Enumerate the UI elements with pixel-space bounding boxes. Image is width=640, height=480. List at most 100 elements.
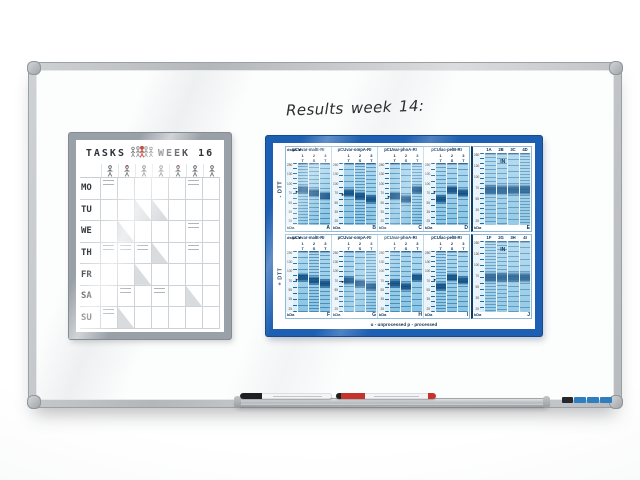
gel-group-name: pCUvar-phoA-RI — [378, 147, 423, 153]
ladder-value: 35 — [380, 209, 384, 214]
gel-lane — [401, 163, 411, 225]
ladder-lane — [431, 163, 435, 225]
planner-cell — [186, 221, 203, 243]
ladder-value: 130 — [287, 172, 293, 177]
kda-label: kDa — [474, 224, 482, 230]
lane-number: 1 — [439, 240, 442, 246]
gel-lane — [436, 250, 446, 312]
ladder-value: 130 — [474, 251, 480, 256]
right-lane-label: 2B — [498, 147, 504, 152]
planner-note-mark — [120, 287, 131, 296]
gel-group: pCUvar-phoA-RI 1 2 3 T S T 250 130 100 70 55 35 25 ► kD… — [378, 234, 424, 318]
kda-label: kDa — [379, 312, 387, 317]
right-lane-label: 3C — [510, 147, 516, 152]
lane-type: T — [347, 158, 350, 163]
planner-cell — [169, 178, 186, 200]
planner-triangle-mark — [118, 307, 134, 328]
gel-group: pCUvar-ompA-RI 1 2 3 T S T 250 130 100 70 55 35 25 ► kD… — [332, 147, 378, 231]
planner-cell — [101, 199, 118, 222]
ladder-values: 250 130 100 70 55 35 25 — [425, 251, 430, 313]
gel-lane — [447, 250, 457, 312]
ladder-value: 130 — [425, 172, 431, 177]
gel-group-footer: kDa E — [473, 224, 531, 231]
ladder-value: 100 — [379, 181, 385, 186]
ladder-value: 130 — [379, 172, 385, 177]
planner-cell — [135, 199, 152, 222]
planner-title: TASKS — [80, 144, 220, 162]
gel-lane — [485, 240, 496, 312]
gel-lane — [458, 163, 468, 225]
ladder-value: 25 — [475, 306, 479, 311]
planner-grid: MO TU WE TH FR SA SU — [80, 177, 220, 329]
lane-type: S — [450, 158, 454, 163]
planner-cell — [152, 264, 169, 286]
gel-lane — [508, 153, 519, 225]
lane-number: 3 — [324, 240, 327, 246]
gel-main: dsbA ► pCUvar-malE-RI 1 2 3 T S T 250 130 100 70 55 3… — [285, 146, 470, 232]
planner-cell — [135, 242, 152, 265]
frame-corner-cap — [609, 395, 623, 409]
ladder-lane — [339, 250, 343, 312]
gene-arrow-label: dsbA ► — [287, 147, 302, 152]
ladder-value: 70 — [426, 278, 430, 283]
ladder-value: 55 — [475, 197, 479, 202]
ladder-values: 250 130 100 70 55 35 25 — [333, 163, 338, 225]
lane-number: 2 — [450, 153, 454, 158]
lane-type: T — [301, 158, 304, 163]
planner-note-mark — [103, 309, 114, 317]
ladder-value: 130 — [333, 259, 339, 264]
panel-letter: J — [527, 312, 530, 318]
stick-figure-icon — [169, 164, 186, 177]
lane-number: 2 — [312, 153, 316, 158]
planner-note-mark — [188, 223, 199, 231]
ladder-value: 35 — [426, 209, 430, 214]
planner-triangle-mark — [118, 221, 134, 242]
ladder-value: 35 — [288, 297, 292, 302]
lane-number-row: 1 2 3 — [286, 240, 331, 246]
gel-lane — [298, 163, 308, 225]
ladder-value: 250 — [474, 153, 480, 157]
lane-type: T — [393, 158, 396, 163]
lane-number: 3 — [370, 153, 373, 158]
ladder-value: 70 — [380, 278, 384, 283]
panel-letter: C — [418, 224, 422, 231]
whiteboard: TASKS — [27, 61, 623, 409]
planner-cell — [135, 178, 152, 200]
lane-number: 1 — [301, 153, 304, 158]
kda-label: kDa — [287, 312, 295, 317]
gel-lane — [412, 163, 422, 225]
ladder-value: 130 — [474, 164, 480, 169]
ladder-lane — [480, 240, 484, 312]
brand-sticker-segment — [574, 397, 586, 403]
gel-group: pCUvar-phoA-RI 1 2 3 T S T 250 130 100 70 55 35 25 ► kD… — [378, 147, 424, 231]
ladder-value: 70 — [475, 186, 479, 191]
planner-cell — [101, 242, 118, 265]
ladder-value: 100 — [425, 269, 431, 274]
lane-number: 1 — [393, 240, 396, 246]
planner-cell — [118, 285, 135, 308]
marker-end-cap — [428, 393, 436, 399]
planner-cell — [101, 285, 118, 308]
gel-group-footer: kDa J — [473, 312, 531, 318]
stick-figure-icon — [118, 164, 135, 177]
gel-lane — [344, 250, 354, 312]
band-arrow-icon: ► — [341, 279, 345, 285]
lane-type: T — [324, 245, 327, 251]
ladder-values: 250 130 100 70 55 35 25 — [474, 153, 479, 225]
planner-cell — [169, 199, 186, 222]
planner-cell — [101, 307, 118, 329]
frame-corner-cap — [609, 61, 623, 75]
lane-number: 3 — [324, 153, 327, 158]
planner-title-left: TASKS — [85, 147, 126, 159]
gel-group-name: pCUlac-pelB-RI — [424, 147, 469, 153]
gel-lane — [508, 240, 519, 312]
ladder-values: 250 130 100 70 55 35 25 — [379, 163, 384, 225]
ladder-value: 250 — [425, 250, 431, 255]
ladder-value: 100 — [379, 269, 385, 274]
ladder-value: 130 — [333, 172, 339, 177]
planner-cell — [118, 264, 135, 286]
gel-lane — [390, 163, 400, 225]
